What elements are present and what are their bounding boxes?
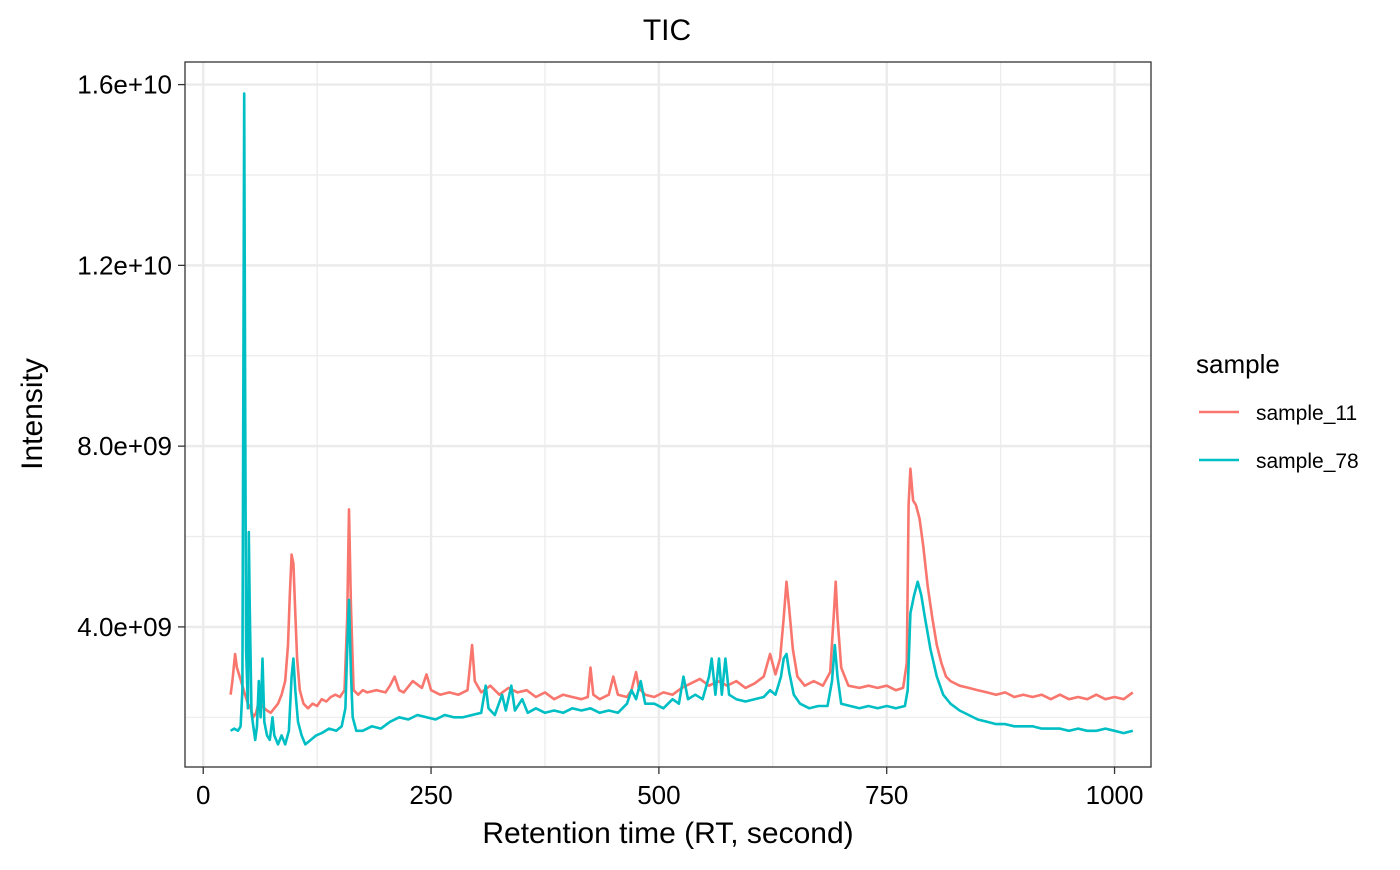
y-tick-label: 1.2e+10 [77,250,172,280]
legend-label-sample-78: sample_78 [1256,450,1359,473]
series-line-sample-11 [229,467,1134,719]
x-tick-label: 250 [409,780,452,810]
y-tick-label: 1.6e+10 [77,70,172,100]
x-tick-label: 500 [637,780,680,810]
legend-items: sample_11 sample_78 [1199,402,1359,473]
chart-title: TIC [643,14,691,47]
legend: sample sample_11 sample_78 [1196,349,1359,473]
legend-label-sample-11: sample_11 [1256,402,1357,425]
y-axis-title: Intensity [16,358,49,470]
plot-panel-border [184,61,1152,768]
legend-title: sample [1196,349,1280,379]
series-lines [229,92,1134,746]
x-axis-title: Retention time (RT, second) [482,817,853,850]
series-line-sample-78 [229,92,1134,746]
grid [185,62,1151,767]
y-tick-label: 8.0e+09 [77,431,172,461]
x-tick-label: 0 [196,780,210,810]
x-tick-label: 1000 [1086,780,1144,810]
x-tick-label: 750 [865,780,908,810]
y-tick-label: 4.0e+09 [77,612,172,642]
axes: 0 250 500 750 1000 4.0e+09 8.0e+09 1.2e+10 1.6e+… [77,70,1143,810]
